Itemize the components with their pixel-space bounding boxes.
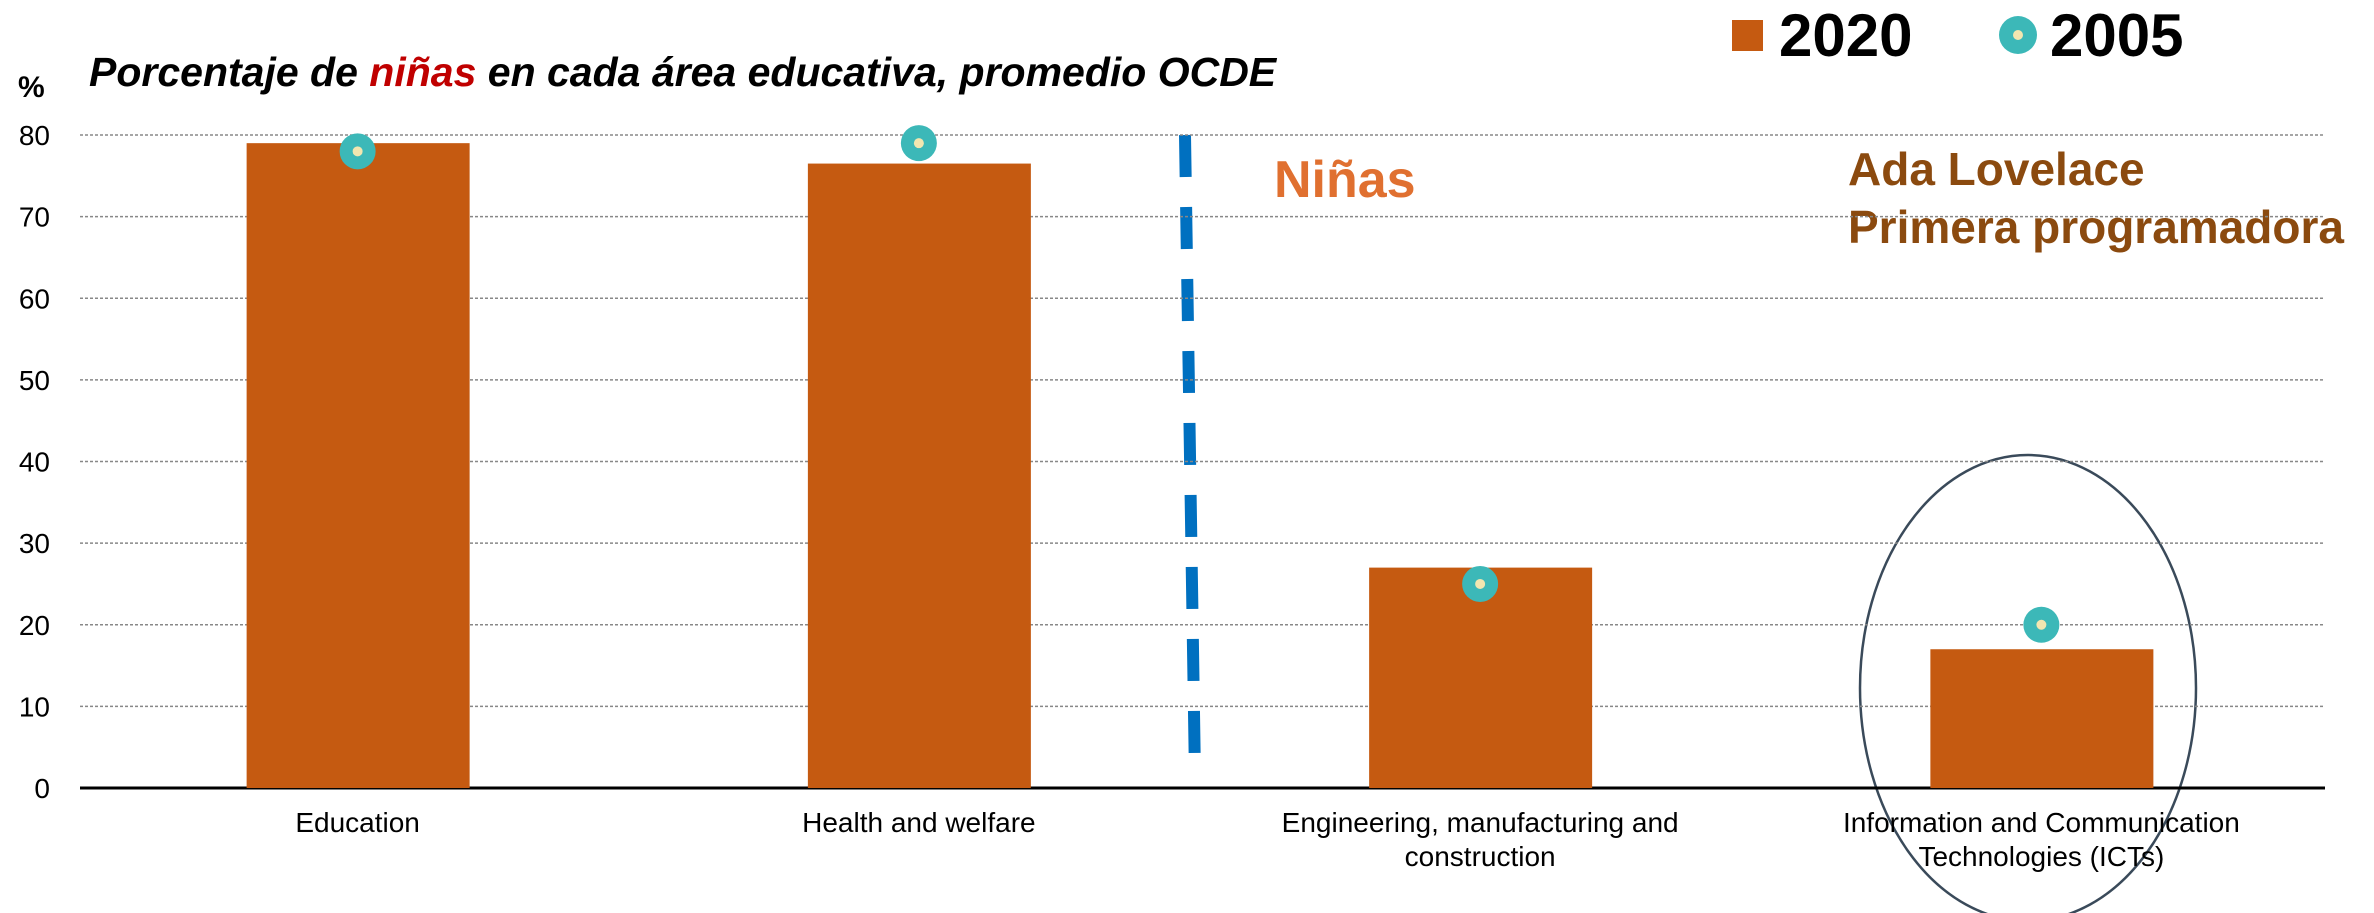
y-tick-label: 0 (34, 773, 50, 804)
legend-swatch-center (2013, 30, 2023, 40)
legend-label: 2005 (2050, 2, 2183, 69)
dot-center (1475, 578, 1486, 589)
divider (1179, 134, 1201, 778)
y-tick-label: 50 (19, 365, 50, 396)
y-tick-label: 70 (19, 202, 50, 233)
annotation: Niñas (1274, 151, 1416, 209)
y-tick-label: 20 (19, 610, 50, 641)
y-axis-label: % (18, 71, 45, 104)
x-tick-label: Engineering, manufacturing and constructi… (1282, 807, 1679, 872)
legend-swatch (1732, 20, 1763, 51)
title-part: niñas (369, 49, 476, 95)
title-part: Porcentaje de (89, 49, 369, 95)
label-line: construction (1405, 841, 1556, 872)
dot-center (2036, 619, 2047, 630)
bar (246, 143, 470, 789)
chart-title: Porcentaje de niñas en cada área educati… (89, 49, 1278, 95)
y-tick-label: 80 (19, 120, 50, 151)
dot-center (352, 146, 363, 157)
legend-label: 2020 (1779, 2, 1912, 69)
label-line: Education (295, 807, 420, 838)
highlight-ellipse (1858, 453, 2198, 913)
bar (1930, 649, 2154, 788)
label-line: Technologies (ICTs) (1918, 841, 2164, 872)
label-line: Engineering, manufacturing and (1282, 807, 1679, 838)
y-tick-label: 60 (19, 283, 50, 314)
y-tick-label: 40 (19, 447, 50, 478)
label-line: Health and welfare (802, 807, 1035, 838)
label-line: Information and Communication (1843, 807, 2240, 838)
dot-center (913, 138, 924, 149)
bar (1369, 567, 1593, 788)
x-tick-label: Health and welfare (802, 807, 1035, 838)
title-part: en cada área educativa, promedio OCDE (476, 49, 1277, 95)
annotation: Ada Lovelace (1848, 143, 2145, 195)
annotation: Primera programadora (1848, 201, 2344, 253)
x-tick-label: Information and Communication Technologie… (1843, 807, 2240, 872)
y-tick-label: 30 (19, 528, 50, 559)
x-tick-label: Education (295, 807, 420, 838)
y-tick-label: 10 (19, 691, 50, 722)
bar (807, 163, 1031, 789)
